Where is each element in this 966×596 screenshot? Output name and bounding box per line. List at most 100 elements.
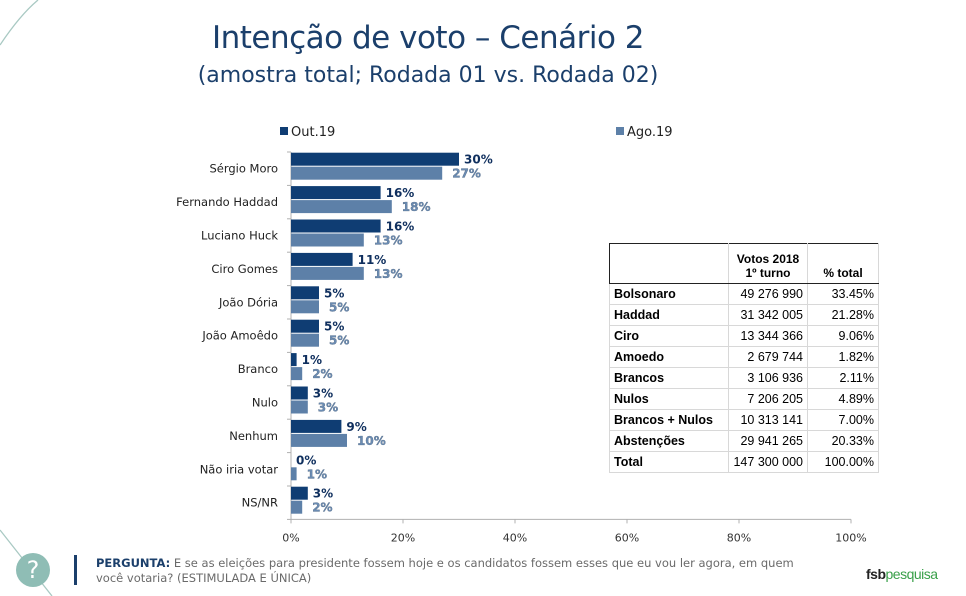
table-header-pct: % total <box>807 243 879 284</box>
page-subtitle: (amostra total; Rodada 01 vs. Rodada 02) <box>197 63 659 88</box>
row-pct: 100.00% <box>807 451 879 473</box>
row-pct: 20.33% <box>807 430 879 452</box>
data-label-ago19: 10% <box>357 434 386 448</box>
table-row: Ciro 13 344 366 9.06% <box>609 325 883 347</box>
table-row: Abstenções 29 941 265 20.33% <box>609 430 883 452</box>
row-label: Ciro <box>609 325 729 347</box>
row-label: Abstenções <box>609 430 729 452</box>
table-extra-column <box>878 367 883 389</box>
row-label: Amoedo <box>609 346 729 368</box>
bar-out19 <box>291 286 319 300</box>
row-label: Nulos <box>609 388 729 410</box>
row-label: Haddad <box>609 304 729 326</box>
table-header-votes: Votos 2018 1º turno <box>728 243 808 284</box>
bar-out19 <box>291 252 353 266</box>
row-pct: 1.82% <box>807 346 879 368</box>
corner-arc-decoration <box>0 0 39 46</box>
legend-label-0: Out.19 <box>291 125 335 140</box>
x-tick-label: 20% <box>391 531 415 544</box>
bar-out19 <box>291 386 308 400</box>
data-label-ago19: 2% <box>312 367 332 381</box>
bar-out19 <box>291 419 342 433</box>
table-body: Bolsonaro 49 276 990 33.45% Haddad 31 342 00… <box>609 283 883 473</box>
row-pct: 7.00% <box>807 409 879 431</box>
data-label-out19: 3% <box>313 487 333 501</box>
x-tick-label: 60% <box>615 531 639 544</box>
row-votes: 3 106 936 <box>728 367 808 389</box>
bar-out19 <box>291 486 308 500</box>
data-label-out19: 1% <box>302 353 322 367</box>
data-label-out19: 5% <box>324 286 344 300</box>
table-row: Brancos + Nulos 10 313 141 7.00% <box>609 409 883 431</box>
data-label-out19: 5% <box>324 320 344 334</box>
x-tick-label: 0% <box>282 531 299 544</box>
table-header-empty <box>609 243 729 284</box>
table-row: Nulos 7 206 205 4.89% <box>609 388 883 410</box>
row-votes: 13 344 366 <box>728 325 808 347</box>
category-label: João Amoêdo <box>201 329 278 343</box>
category-label: Nenhum <box>229 429 278 443</box>
data-label-ago19: 5% <box>329 300 349 314</box>
category-label: Nulo <box>252 396 278 410</box>
page-title: Intenção de voto – Cenário 2 <box>211 20 645 56</box>
table-row: Amoedo 2 679 744 1.82% <box>609 346 883 368</box>
data-label-out19: 3% <box>313 387 333 401</box>
row-votes: 49 276 990 <box>728 283 808 305</box>
table-row: Brancos 3 106 936 2.11% <box>609 367 883 389</box>
table-row: Haddad 31 342 005 21.28% <box>609 304 883 326</box>
bar-ago19 <box>291 266 364 280</box>
row-votes: 7 206 205 <box>728 388 808 410</box>
table-extra-column <box>878 409 883 431</box>
bar-ago19 <box>291 200 392 214</box>
table-extra-column <box>878 325 883 347</box>
category-label: Não iria votar <box>200 462 279 476</box>
bar-out19 <box>291 353 297 367</box>
x-tick-label: 80% <box>727 531 751 544</box>
bar-out19 <box>291 319 319 333</box>
question-help-icon: ? <box>16 553 50 587</box>
data-label-ago19: 3% <box>318 401 338 415</box>
row-pct: 4.89% <box>807 388 879 410</box>
row-votes: 29 941 265 <box>728 430 808 452</box>
category-label: NS/NR <box>242 496 278 510</box>
data-label-out19: 9% <box>346 420 366 434</box>
bar-ago19 <box>291 400 308 414</box>
data-label-ago19: 2% <box>312 501 332 515</box>
data-label-out19: 0% <box>296 453 316 467</box>
category-label: Ciro Gomes <box>211 262 278 276</box>
data-label-out19: 30% <box>464 153 493 167</box>
bar-out19 <box>291 219 381 233</box>
table-extra-column <box>878 430 883 452</box>
header-votes-line1: Votos 2018 <box>736 252 800 266</box>
row-votes: 147 300 000 <box>728 451 808 473</box>
x-tick-label: 40% <box>503 531 527 544</box>
chart-legend: Out.19 Ago.19 <box>280 125 673 140</box>
row-votes: 31 342 005 <box>728 304 808 326</box>
bar-out19 <box>291 186 381 200</box>
data-label-ago19: 13% <box>374 267 403 281</box>
bar-ago19 <box>291 500 303 514</box>
bar-ago19 <box>291 433 347 447</box>
table-row: Total 147 300 000 100.00% <box>609 451 883 473</box>
x-tick-label: 100% <box>835 531 866 544</box>
row-label: Brancos <box>609 367 729 389</box>
category-label: Branco <box>238 362 278 376</box>
row-label: Total <box>609 451 729 473</box>
table-extra-column <box>878 304 883 326</box>
data-label-ago19: 27% <box>452 167 481 181</box>
bar-chart: Out.19 Ago.19 0% 20% 40% 60% 80% 100% Sérgio Mo… <box>176 125 867 544</box>
category-label: Luciano Huck <box>201 229 278 243</box>
bar-out19 <box>291 152 459 166</box>
row-pct: 33.45% <box>807 283 879 305</box>
bar-ago19 <box>291 233 364 247</box>
bar-ago19 <box>291 166 443 180</box>
row-label: Bolsonaro <box>609 283 729 305</box>
bar-ago19 <box>291 333 319 347</box>
row-label: Brancos + Nulos <box>609 409 729 431</box>
footer-divider <box>74 555 77 585</box>
table-row: Bolsonaro 49 276 990 33.45% <box>609 283 883 305</box>
table-extra-column <box>878 346 883 368</box>
bar-ago19 <box>291 367 303 381</box>
question-label: PERGUNTA: <box>96 556 171 570</box>
header-votes-line2: 1º turno <box>745 266 791 280</box>
